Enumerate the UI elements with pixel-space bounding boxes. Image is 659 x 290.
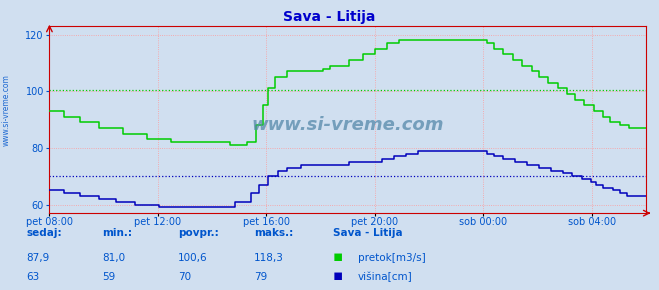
Text: 70: 70 bbox=[178, 272, 191, 282]
Text: višina[cm]: višina[cm] bbox=[358, 271, 413, 282]
Text: ▪: ▪ bbox=[333, 249, 343, 264]
Text: min.:: min.: bbox=[102, 228, 132, 238]
Text: www.si-vreme.com: www.si-vreme.com bbox=[2, 74, 11, 146]
Text: 81,0: 81,0 bbox=[102, 253, 125, 263]
Text: 100,6: 100,6 bbox=[178, 253, 208, 263]
Text: 59: 59 bbox=[102, 272, 115, 282]
Text: Sava - Litija: Sava - Litija bbox=[283, 10, 376, 24]
Text: 79: 79 bbox=[254, 272, 267, 282]
Text: Sava - Litija: Sava - Litija bbox=[333, 228, 403, 238]
Text: sedaj:: sedaj: bbox=[26, 228, 62, 238]
Text: maks.:: maks.: bbox=[254, 228, 293, 238]
Text: povpr.:: povpr.: bbox=[178, 228, 219, 238]
Text: pretok[m3/s]: pretok[m3/s] bbox=[358, 253, 426, 263]
Text: 63: 63 bbox=[26, 272, 40, 282]
Text: 118,3: 118,3 bbox=[254, 253, 283, 263]
Text: ▪: ▪ bbox=[333, 268, 343, 283]
Text: 87,9: 87,9 bbox=[26, 253, 49, 263]
Text: www.si-vreme.com: www.si-vreme.com bbox=[251, 116, 444, 134]
